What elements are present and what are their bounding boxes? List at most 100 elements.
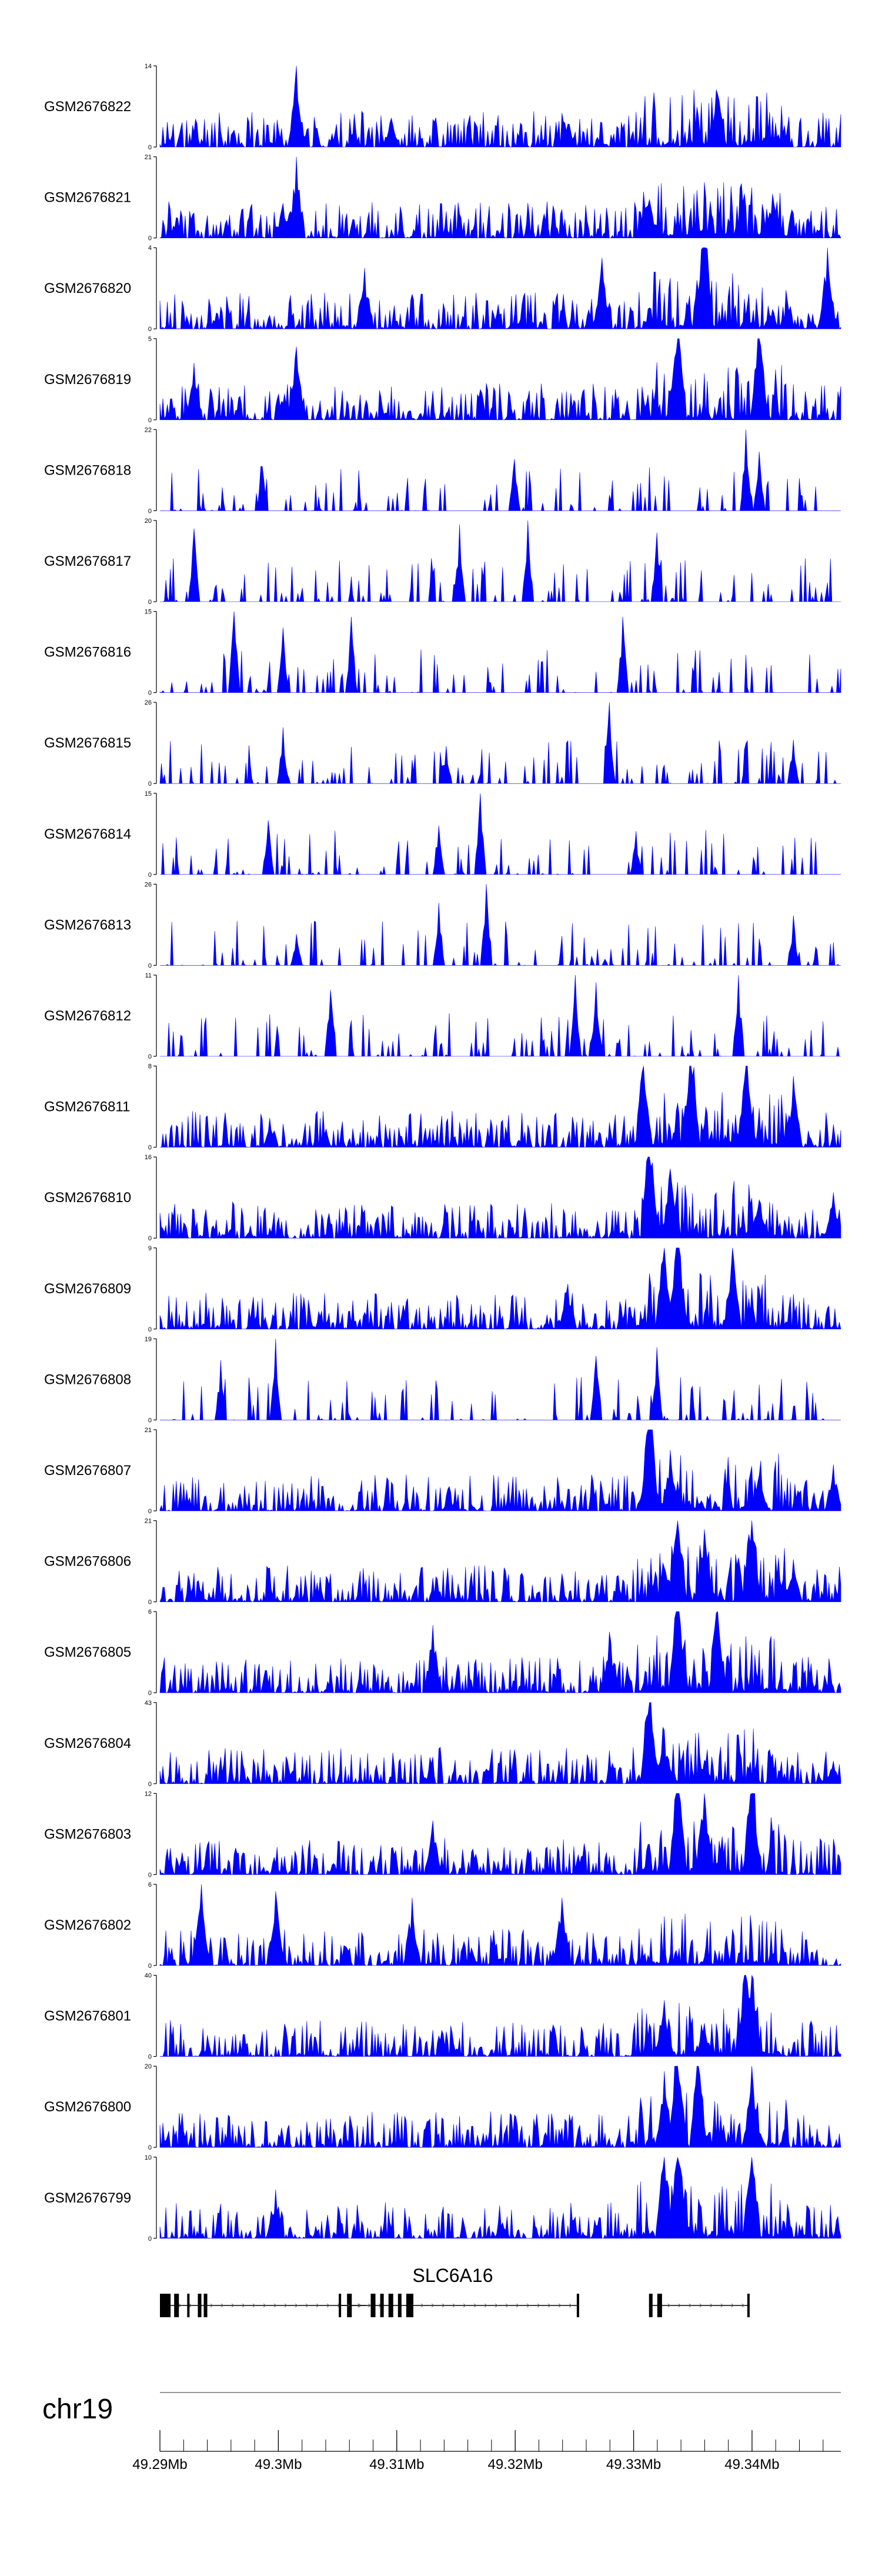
signal-area	[160, 520, 841, 603]
signal-area	[160, 1066, 841, 1148]
track-label: GSM2676815	[44, 735, 131, 751]
track-label: GSM2676822	[44, 99, 131, 115]
gene-transcript	[339, 2294, 579, 2317]
strand-arrow	[667, 2303, 671, 2308]
track-label: GSM2676821	[44, 190, 131, 206]
track-label: GSM2676813	[44, 917, 131, 933]
signal-area	[159, 1702, 841, 1784]
track-gsm2676801: GSM2676801 40 0	[44, 1973, 841, 2061]
track-gsm2676819: GSM2676819 5 0	[44, 336, 841, 424]
y-axis-max-label: 9	[148, 1245, 152, 1252]
strand-arrow	[316, 2303, 319, 2308]
track-label: GSM2676806	[44, 1554, 131, 1570]
exon-block	[160, 2294, 171, 2317]
exon-block	[657, 2294, 662, 2317]
exon-block	[380, 2294, 384, 2317]
strand-arrow	[210, 2303, 213, 2308]
track-label: GSM2676810	[44, 1190, 131, 1206]
track-gsm2676800: GSM2676800 20 0	[44, 2063, 841, 2151]
strand-arrow	[263, 2303, 266, 2308]
y-axis-min-label: 0	[148, 1781, 152, 1788]
signal-area	[159, 1884, 841, 1967]
strand-arrow	[346, 2303, 350, 2308]
exon-block	[339, 2294, 342, 2317]
signal-area	[159, 1156, 841, 1239]
y-axis-min-label: 0	[148, 2144, 152, 2151]
track-gsm2676804: GSM2676804 43 0	[44, 1700, 841, 1788]
signal-area	[159, 1247, 841, 1330]
x-axis-tick-label: 49.32Mb	[487, 2457, 542, 2472]
strand-arrow	[178, 2303, 182, 2308]
signal-area	[159, 2066, 841, 2148]
y-axis-min-label: 0	[148, 1690, 152, 1697]
y-axis-max-label: 21	[145, 154, 152, 161]
strand-arrow	[273, 2303, 277, 2308]
chromosome-axis-track: chr19 49.29Mb 49.3Mb 49.31Mb 49.32Mb 49.33Mb…	[42, 2392, 841, 2472]
track-gsm2676812: GSM2676812 11 0	[44, 972, 841, 1060]
signal-area	[160, 1339, 841, 1421]
strand-arrow	[431, 2303, 435, 2308]
y-axis-max-label: 26	[145, 699, 152, 706]
track-label: GSM2676807	[44, 1463, 131, 1479]
signal-area	[159, 2157, 841, 2239]
strand-arrow	[231, 2303, 235, 2308]
track-label: GSM2676802	[44, 1917, 131, 1933]
x-axis-tick-label: 49.34Mb	[724, 2457, 779, 2472]
exon-block	[174, 2294, 179, 2317]
exon-block	[397, 2294, 402, 2317]
track-label: GSM2676816	[44, 645, 131, 660]
exon-block	[370, 2294, 376, 2317]
y-axis-max-label: 19	[145, 1336, 152, 1343]
y-axis-max-label: 20	[145, 518, 152, 525]
strand-arrow	[710, 2303, 713, 2308]
signal-area	[159, 1793, 841, 1876]
x-axis-tick-label: 49.29Mb	[132, 2457, 187, 2472]
signal-area	[159, 1975, 841, 2057]
strand-arrow	[495, 2303, 498, 2308]
y-axis-max-label: 21	[145, 1427, 152, 1434]
signal-area	[159, 1520, 841, 1603]
strand-arrow	[505, 2303, 509, 2308]
exon-block	[198, 2294, 202, 2317]
strand-arrow	[678, 2303, 681, 2308]
track-label: GSM2676820	[44, 281, 131, 296]
x-axis-tick-label: 49.3Mb	[255, 2457, 302, 2472]
track-gsm2676811: GSM2676811 8 0	[44, 1063, 841, 1152]
signal-area	[159, 702, 841, 785]
gene-transcript	[649, 2294, 750, 2317]
track-label: GSM2676803	[44, 1826, 131, 1842]
y-axis-max-label: 16	[145, 1154, 152, 1161]
track-label: GSM2676800	[44, 2099, 131, 2115]
y-axis-max-label: 21	[145, 1518, 152, 1525]
y-axis-max-label: 22	[145, 426, 152, 433]
signal-area	[159, 65, 841, 148]
exon-block	[649, 2294, 653, 2317]
track-label: GSM2676808	[44, 1372, 131, 1387]
y-axis-max-label: 4	[148, 245, 152, 252]
strand-arrow	[699, 2303, 703, 2308]
signal-area	[160, 793, 841, 875]
y-axis-min-label: 0	[148, 1326, 152, 1333]
gene-annotation-track: SLC6A16	[160, 2265, 750, 2317]
y-axis-max-label: 5	[148, 336, 152, 343]
y-axis-max-label: 11	[145, 972, 152, 979]
strand-arrow	[484, 2303, 487, 2308]
strand-arrow	[242, 2303, 245, 2308]
y-axis-min-label: 0	[148, 1144, 152, 1152]
exon-block	[406, 2294, 413, 2317]
track-label: GSM2676811	[44, 1099, 130, 1115]
strand-arrow	[463, 2303, 466, 2308]
y-axis-min-label: 0	[148, 417, 152, 424]
y-axis-min-label: 0	[148, 872, 152, 879]
track-gsm2676809: GSM2676809 9 0	[44, 1245, 841, 1333]
y-axis-min-label: 0	[148, 780, 152, 788]
strand-arrow	[689, 2303, 692, 2308]
y-axis-min-label: 0	[148, 1599, 152, 1606]
strand-arrow	[368, 2303, 371, 2308]
signal-area	[159, 1429, 841, 1511]
strand-arrow	[741, 2303, 745, 2308]
y-axis-max-label: 15	[145, 790, 152, 798]
strand-arrow	[452, 2303, 456, 2308]
track-gsm2676805: GSM2676805 6 0	[44, 1609, 841, 1697]
gene-transcript	[160, 2294, 366, 2317]
